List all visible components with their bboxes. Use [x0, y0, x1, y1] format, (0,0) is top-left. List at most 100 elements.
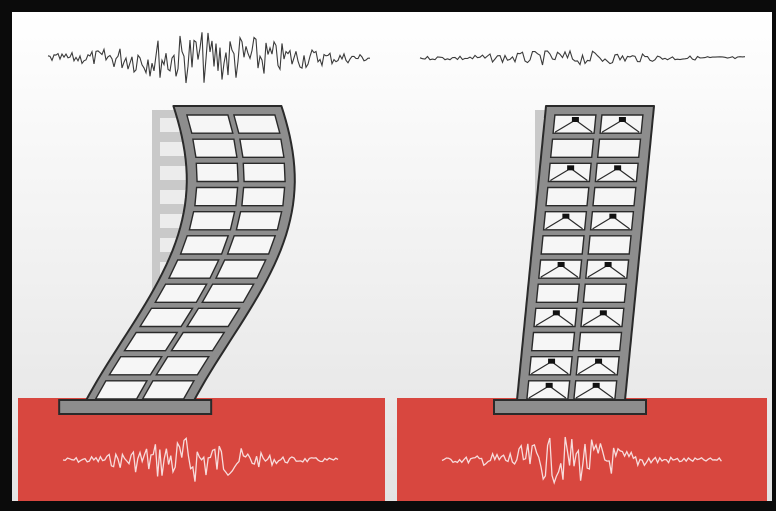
foundation-plinth [493, 399, 647, 415]
window-bay [154, 283, 208, 303]
window-bay [547, 162, 592, 183]
window-bay [552, 114, 597, 134]
window-bay [594, 162, 639, 183]
window-bay [185, 307, 241, 328]
damper-brace [550, 167, 571, 182]
damper-brace [597, 167, 618, 182]
window-bay [138, 307, 194, 328]
window-bay [585, 259, 630, 279]
window-bay [235, 210, 283, 231]
deformed-building [493, 105, 655, 415]
damper-brace [575, 385, 597, 399]
damper-brace [592, 216, 614, 230]
damper-device [609, 213, 617, 219]
damper-brace [598, 361, 616, 375]
window-bay [592, 186, 637, 207]
ghost-window [160, 214, 186, 228]
window-bay [108, 356, 163, 376]
window-bay [123, 331, 179, 352]
window-bay [201, 283, 255, 303]
window-bay [587, 235, 632, 255]
window-bay [577, 331, 623, 352]
ghost-window [160, 142, 186, 156]
damper-device [552, 310, 560, 316]
window-bay [141, 380, 196, 400]
window-bay [194, 186, 239, 207]
damper-device [567, 165, 575, 171]
damper-brace [545, 216, 567, 230]
damper-brace [582, 312, 604, 327]
window-bay [530, 331, 576, 352]
damper-device [599, 310, 607, 316]
window-bay [179, 235, 230, 255]
damper-device [592, 382, 600, 388]
damper-device [614, 165, 622, 171]
window-bay [188, 210, 236, 231]
window-bay [239, 138, 285, 159]
window-bay [241, 186, 286, 207]
window-bay [596, 138, 642, 159]
damper-device [618, 117, 626, 122]
damper-brace [612, 216, 630, 230]
ground-motion-seismogram [62, 436, 339, 482]
window-bay [192, 138, 238, 159]
ground-block [18, 398, 385, 501]
damper-device [562, 213, 570, 219]
window-bay [170, 331, 226, 352]
deformed-building [58, 105, 296, 415]
window-bay [573, 380, 618, 400]
window-bay [155, 356, 210, 376]
damper-brace [548, 385, 567, 399]
damper-brace [540, 264, 562, 278]
damper-brace [570, 167, 588, 181]
ghost-window [160, 166, 186, 180]
window-bay [599, 114, 644, 134]
window-bay [533, 307, 578, 328]
window-bay [540, 235, 585, 255]
damper-brace [565, 216, 583, 230]
window-bay [535, 283, 580, 303]
damper-brace [607, 264, 626, 278]
damper-brace [554, 119, 576, 133]
damper-device [571, 117, 579, 122]
ground-block [397, 398, 767, 501]
damper-brace [530, 361, 552, 375]
window-bay [538, 259, 583, 279]
damper-device [557, 262, 565, 267]
window-bay [167, 259, 220, 279]
damper-brace [528, 385, 550, 399]
panel-damped-building [397, 49, 767, 501]
damper-device [595, 358, 603, 364]
window-bay [226, 235, 277, 255]
window-bay [185, 114, 234, 134]
window-bay [545, 186, 590, 207]
window-bay [575, 356, 620, 376]
window-bay [528, 356, 573, 376]
damper-device [548, 358, 556, 364]
damper-brace [535, 312, 557, 327]
damper-device [545, 382, 553, 388]
window-bay [526, 380, 571, 400]
damper-brace [622, 119, 640, 133]
window-bay [549, 138, 595, 159]
window-bay [94, 380, 149, 400]
damper-brace [617, 167, 635, 181]
window-bay [589, 210, 635, 231]
window-bay [542, 210, 588, 231]
damper-brace [587, 264, 609, 278]
window-bay [214, 259, 267, 279]
damper-brace [551, 361, 569, 375]
roof-motion-seismogram [419, 49, 746, 66]
roof-motion-seismogram [47, 32, 370, 84]
damper-brace [560, 264, 579, 278]
window-bay [195, 162, 239, 183]
window-bay [242, 162, 286, 183]
window-bay [582, 283, 627, 303]
damper-device [604, 262, 612, 267]
panel-conventional-building [18, 32, 385, 501]
damper-brace [575, 119, 593, 133]
ground-motion-seismogram [441, 436, 722, 485]
damper-brace [577, 361, 599, 375]
